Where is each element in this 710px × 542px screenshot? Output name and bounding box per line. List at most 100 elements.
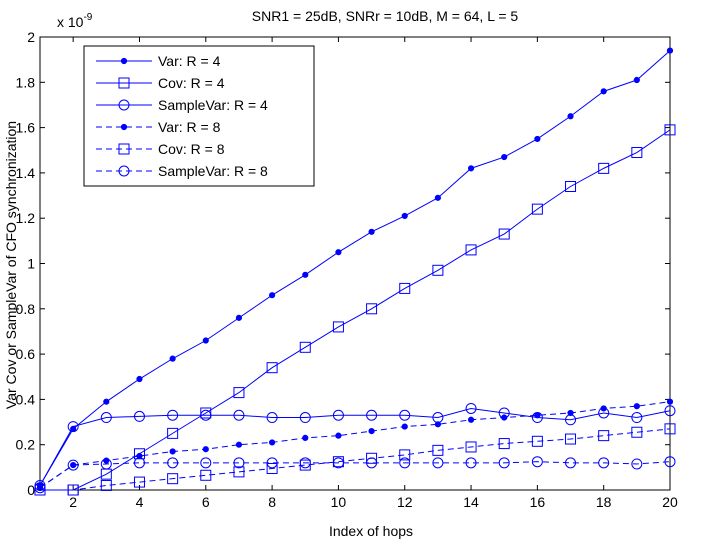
data-point: [299, 341, 311, 353]
data-point: [368, 228, 375, 235]
data-point: [633, 403, 640, 410]
legend-label: SampleVar: R = 8: [158, 163, 268, 179]
data-point: [100, 479, 112, 491]
x-tick-label: 12: [397, 494, 413, 510]
data-point: [465, 402, 477, 414]
data-point: [200, 409, 212, 421]
series-6: [34, 456, 676, 494]
data-point: [598, 457, 610, 469]
data-point: [399, 457, 411, 469]
x-tick-label: 8: [268, 494, 276, 510]
data-point: [269, 292, 276, 299]
data-point: [534, 135, 541, 143]
data-point: [133, 410, 145, 422]
data-point: [266, 362, 278, 374]
legend-swatch-marker: [120, 57, 128, 65]
data-point: [233, 409, 245, 421]
data-point: [200, 469, 212, 481]
x-tick-label: 10: [331, 494, 347, 510]
y-tick-label: 1.2: [16, 210, 36, 226]
legend-item: SampleVar: R = 4: [96, 97, 268, 113]
data-point: [631, 426, 643, 438]
data-point: [235, 314, 243, 321]
data-point: [432, 264, 444, 276]
data-point: [167, 427, 179, 439]
data-point: [269, 439, 276, 446]
data-point: [666, 398, 674, 405]
data-point: [498, 457, 510, 469]
data-point: [67, 421, 79, 433]
data-point: [266, 462, 278, 474]
data-point: [366, 452, 378, 464]
series-3: [34, 402, 676, 491]
data-point: [565, 180, 577, 192]
data-point: [664, 456, 676, 468]
data-point: [266, 412, 278, 424]
data-point: [567, 113, 574, 120]
x-tick-label: 20: [662, 494, 678, 510]
data-point: [100, 458, 112, 470]
data-point: [335, 249, 342, 256]
y-exponent-power: -9: [83, 12, 92, 23]
data-point: [332, 457, 344, 469]
data-point: [501, 153, 508, 161]
data-point: [600, 88, 607, 95]
legend-item: Cov: R = 8: [96, 141, 225, 157]
series-line: [40, 428, 671, 491]
data-point: [366, 457, 378, 469]
data-point: [631, 412, 643, 424]
y-tick-label: 0.2: [16, 437, 36, 453]
legend-swatch-marker: [120, 123, 128, 131]
data-point: [335, 432, 342, 439]
x-tick-label: 6: [202, 494, 210, 510]
data-point: [434, 194, 441, 201]
data-point: [598, 430, 610, 442]
data-point: [167, 457, 179, 469]
chart-title: SNR1 = 25dB, SNRr = 10dB, M = 64, L = 5: [252, 8, 519, 24]
data-point: [399, 409, 411, 421]
y-tick-label: 1: [27, 256, 35, 272]
legend-item: Cov: R = 4: [96, 75, 225, 91]
legend-swatch-marker: [118, 77, 130, 89]
data-point: [133, 476, 145, 488]
legend-swatch-marker: [118, 99, 130, 111]
data-point: [434, 421, 441, 428]
data-point: [465, 441, 477, 453]
series-line: [39, 407, 671, 486]
data-point: [399, 449, 411, 461]
data-point: [565, 457, 577, 469]
y-tick-label: 0.4: [16, 391, 36, 407]
data-point: [233, 457, 245, 469]
data-point: [531, 435, 543, 447]
legend-label: Var: R = 4: [158, 53, 221, 69]
data-point: [531, 203, 543, 215]
data-point: [299, 457, 311, 469]
data-point: [501, 414, 508, 421]
series-line: [39, 461, 671, 489]
data-point: [401, 212, 408, 220]
data-point: [169, 355, 176, 362]
legend-item: SampleVar: R = 8: [96, 163, 268, 179]
data-point: [531, 456, 543, 468]
data-point: [567, 409, 574, 417]
data-point: [401, 423, 408, 430]
y-tick-label: 2: [27, 29, 35, 45]
y-tick-label: 0.8: [16, 301, 36, 317]
data-point: [136, 452, 143, 460]
legend-swatch-marker: [118, 165, 130, 177]
data-point: [631, 458, 643, 470]
y-tick-label: 1.6: [16, 120, 36, 136]
data-point: [465, 244, 477, 256]
data-point: [432, 457, 444, 469]
data-point: [167, 409, 179, 421]
data-point: [664, 405, 676, 417]
data-point: [633, 76, 640, 84]
data-point: [366, 409, 378, 421]
data-point: [631, 147, 643, 159]
series-line: [39, 50, 671, 486]
data-point: [467, 416, 475, 423]
data-point: [368, 428, 375, 435]
x-axis-label: Index of hops: [329, 523, 413, 539]
data-point: [133, 457, 145, 469]
